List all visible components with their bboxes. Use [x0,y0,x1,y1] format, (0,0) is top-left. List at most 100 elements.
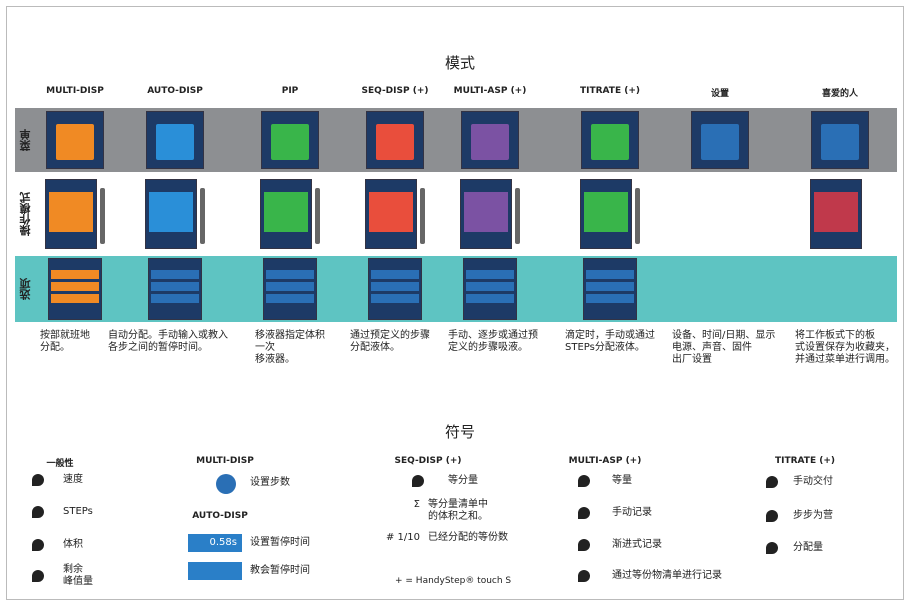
symbol-icon [766,510,778,522]
footnote: + = HandyStep® touch S [395,576,512,586]
pipette [200,188,205,244]
group-title: SEQ-DISP (+) [394,456,462,466]
symbol-icon [578,539,590,551]
option-row [371,294,419,303]
option-row [151,270,199,279]
symbol-icon [216,474,236,494]
menu-card [591,124,629,160]
option-row [151,294,199,303]
symbol-label: 体积 [63,539,83,550]
symbol-icon [766,542,778,554]
mode-description: 手动、逐步或通过预 定义的步骤吸液。 [448,330,538,353]
mode-name: MULTI-ASP (+) [453,86,527,96]
symbol-icon [188,562,242,580]
symbol-icon [578,475,590,487]
option-row [51,294,99,303]
menu-card [156,124,194,160]
symbol-label: 设置步数 [250,477,290,488]
group-title: AUTO-DISP [192,511,248,521]
mode-name: PIP [281,86,299,96]
symbol-icon: 0.58s [188,534,242,552]
row-label: 选项 [19,278,32,300]
option-row [371,282,419,291]
pipette [635,188,640,244]
mode-name: MULTI-DISP [46,86,104,96]
symbol-label: 教会暂停时间 [250,565,310,576]
option-row [466,270,514,279]
option-row [51,270,99,279]
symbol-icon: Σ [413,499,420,510]
option-row [266,294,314,303]
option-row [586,294,634,303]
symbol-icon [578,507,590,519]
mode-description: 按部就班地 分配。 [40,330,90,353]
symbol-icon [32,506,44,518]
operation-panel [149,192,193,232]
group-title: MULTI-DISP [196,456,254,466]
menu-card [821,124,859,160]
operation-panel [814,192,858,232]
mode-name: AUTO-DISP [147,86,203,96]
row-label: 菜单 [19,129,32,151]
menu-card [701,124,739,160]
symbol-label: 分配量 [793,542,823,553]
symbol-label: 已经分配的等份数 [428,532,508,543]
symbol-label: STEPs [63,506,93,517]
symbol-label: 通过等份物清单进行记录 [612,570,722,581]
symbol-icon [32,570,44,582]
mode-description: 将工作板式下的板 式设置保存为收藏夹， 并通过菜单进行调用。 [795,330,895,365]
symbol-label: 手动记录 [612,507,652,518]
option-row [466,294,514,303]
option-row [266,282,314,291]
mode-name: SEQ-DISP (+) [361,86,429,96]
symbol-label: 设置暂停时间 [250,537,310,548]
menu-card [376,124,414,160]
group-title: MULTI-ASP (+) [568,456,642,466]
option-row [51,282,99,291]
menu-card [271,124,309,160]
option-row [466,282,514,291]
operation-panel [369,192,413,232]
pipette [420,188,425,244]
symbol-label: 渐进式记录 [612,539,662,550]
symbol-icon [766,476,778,488]
row-label: 操作模式 [19,192,32,236]
mode-description: 通过预定义的步骤 分配液体。 [350,330,430,353]
mode-description: 移液器指定体积 一次 移液器。 [255,330,325,365]
mode-name: 喜爱的人 [821,89,858,99]
option-row [151,282,199,291]
symbol-label: 等量 [612,475,632,486]
menu-card [56,124,94,160]
frame [6,6,904,600]
pipette [100,188,105,244]
symbol-label: 步步为营 [793,510,833,521]
title: 模式 [444,54,475,72]
option-row [266,270,314,279]
group-title: TITRATE (+) [774,456,835,466]
symbol-label: 等分量 [448,475,478,486]
symbol-label: 剩余 峰值量 [63,564,93,587]
operation-panel [464,192,508,232]
mode-name: TITRATE (+) [579,86,640,96]
symbol-icon [32,474,44,486]
symbol-label: 等分量清单中 的体积之和。 [428,499,488,522]
mode-name: 设置 [710,89,729,99]
operation-panel [49,192,93,232]
symbol-icon [578,570,590,582]
symbol-icon [412,475,424,487]
group-title: 一般性 [46,459,74,469]
symbol-icon [32,539,44,551]
pipette [515,188,520,244]
operation-panel [584,192,628,232]
mode-description: 滴定时，手动或通过 STEPs分配液体。 [565,330,655,353]
mode-description: 设备、时间/日期、显示 电源、声音、固件 出厂设置 [672,330,776,365]
symbols-title: 符号 [444,423,475,441]
menu-card [471,124,509,160]
operation-panel [264,192,308,232]
symbol-label: 速度 [63,474,83,485]
pipette [315,188,320,244]
option-row [371,270,419,279]
symbol-label: 手动交付 [793,476,833,487]
option-row [586,270,634,279]
